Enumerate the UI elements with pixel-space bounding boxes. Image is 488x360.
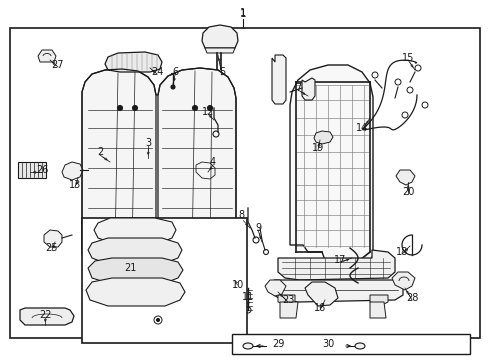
- Polygon shape: [38, 50, 56, 62]
- Polygon shape: [395, 170, 414, 185]
- Text: 10: 10: [231, 280, 244, 290]
- Text: 14: 14: [355, 123, 367, 133]
- Ellipse shape: [354, 343, 364, 349]
- Polygon shape: [94, 218, 176, 243]
- Circle shape: [156, 319, 159, 321]
- Bar: [10, 28, 479, 338]
- Text: 20: 20: [401, 187, 413, 197]
- Polygon shape: [280, 302, 297, 318]
- Text: 21: 21: [123, 263, 136, 273]
- Text: 7: 7: [294, 83, 301, 93]
- Text: 18: 18: [395, 247, 407, 257]
- Polygon shape: [273, 280, 402, 302]
- Text: 1: 1: [240, 8, 245, 18]
- Polygon shape: [264, 280, 285, 296]
- Polygon shape: [18, 162, 46, 178]
- Bar: [82, 218, 246, 343]
- Text: 6: 6: [172, 67, 178, 77]
- Text: 27: 27: [52, 60, 64, 70]
- Polygon shape: [20, 308, 74, 325]
- Polygon shape: [82, 68, 236, 279]
- Text: 17: 17: [333, 255, 346, 265]
- Polygon shape: [105, 52, 162, 72]
- Polygon shape: [302, 78, 314, 100]
- Text: 24: 24: [150, 67, 163, 77]
- Circle shape: [207, 105, 212, 111]
- Circle shape: [132, 105, 137, 111]
- Bar: [231, 334, 469, 354]
- Polygon shape: [313, 131, 332, 144]
- Polygon shape: [204, 48, 235, 53]
- Polygon shape: [369, 295, 387, 305]
- Text: 12: 12: [202, 107, 214, 117]
- Circle shape: [117, 105, 122, 111]
- Text: 15: 15: [401, 53, 413, 63]
- Text: 16: 16: [313, 303, 325, 313]
- Ellipse shape: [243, 343, 252, 349]
- Polygon shape: [86, 278, 184, 306]
- Text: 13: 13: [69, 180, 81, 190]
- Text: 4: 4: [209, 157, 216, 167]
- Text: 5: 5: [219, 67, 224, 77]
- Polygon shape: [202, 25, 238, 48]
- Polygon shape: [88, 258, 183, 283]
- Text: 8: 8: [238, 210, 244, 220]
- Text: 22: 22: [39, 310, 51, 320]
- Polygon shape: [391, 272, 414, 290]
- Text: 9: 9: [254, 223, 261, 233]
- Polygon shape: [271, 55, 285, 104]
- Polygon shape: [369, 302, 385, 318]
- Text: 29: 29: [271, 339, 284, 349]
- Polygon shape: [88, 238, 182, 263]
- Circle shape: [171, 85, 175, 89]
- Text: 30: 30: [321, 339, 333, 349]
- Text: 19: 19: [311, 143, 324, 153]
- Polygon shape: [278, 295, 294, 305]
- Polygon shape: [305, 282, 337, 306]
- Text: 25: 25: [46, 243, 58, 253]
- Text: 23: 23: [281, 295, 294, 305]
- Text: 11: 11: [242, 292, 254, 302]
- Text: 28: 28: [405, 293, 417, 303]
- Text: 26: 26: [36, 165, 48, 175]
- Text: 1: 1: [239, 9, 246, 19]
- Circle shape: [192, 105, 197, 111]
- Polygon shape: [44, 230, 62, 247]
- Text: 2: 2: [97, 147, 103, 157]
- Polygon shape: [278, 250, 394, 280]
- Text: 3: 3: [144, 138, 151, 148]
- Polygon shape: [62, 162, 83, 180]
- Polygon shape: [289, 65, 372, 272]
